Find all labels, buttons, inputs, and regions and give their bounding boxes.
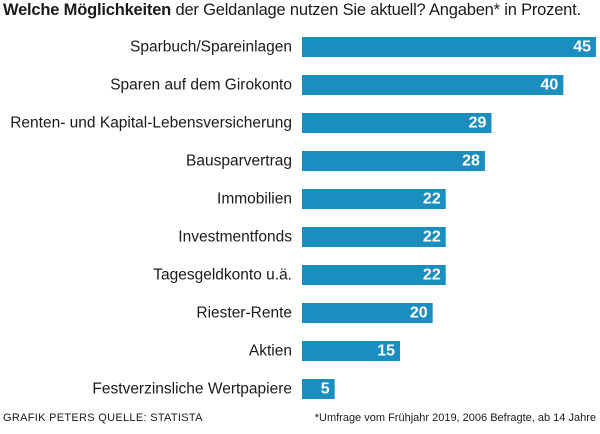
bar	[302, 189, 446, 209]
source-credit: GRAFIK PETERS QUELLE: STATISTA	[3, 412, 203, 424]
bar	[302, 341, 400, 361]
category-label: Bausparvertrag	[186, 153, 292, 170]
value-label: 22	[423, 229, 441, 246]
category-label: Immobilien	[217, 191, 292, 208]
bar	[302, 303, 433, 323]
value-label: 40	[541, 77, 559, 94]
value-label: 22	[423, 267, 441, 284]
bar	[302, 75, 564, 95]
category-label: Sparbuch/Spareinlagen	[130, 39, 292, 56]
category-label: Riester-Rente	[196, 305, 292, 322]
category-label: Sparen auf dem Girokonto	[110, 77, 292, 94]
value-label: 22	[423, 191, 441, 208]
category-label: Aktien	[249, 343, 292, 360]
chart-title-rest: der Geldanlage nutzen Sie aktuell? Angab…	[171, 1, 581, 19]
value-label: 45	[573, 39, 591, 56]
category-label: Festverzinsliche Wertpapiere	[92, 381, 292, 398]
chart-title: Welche Möglichkeiten der Geldanlage nutz…	[3, 0, 598, 20]
chart-title-bold: Welche Möglichkeiten	[3, 1, 172, 19]
category-label: Tagesgeldkonto u.ä.	[153, 267, 292, 284]
value-label: 28	[462, 153, 480, 170]
value-label: 20	[410, 305, 428, 322]
bar	[302, 151, 485, 171]
survey-footnote: *Umfrage vom Frühjahr 2019, 2006 Befragt…	[314, 412, 596, 424]
bar	[302, 227, 446, 247]
category-label: Investmentfonds	[178, 229, 292, 246]
bar	[302, 113, 492, 133]
bar	[302, 379, 335, 399]
category-label: Renten- und Kapital-Lebensversicherung	[10, 115, 292, 132]
bar	[302, 265, 446, 285]
bar	[302, 37, 596, 57]
value-label: 5	[321, 381, 330, 398]
value-label: 15	[377, 343, 395, 360]
value-label: 29	[469, 115, 487, 132]
